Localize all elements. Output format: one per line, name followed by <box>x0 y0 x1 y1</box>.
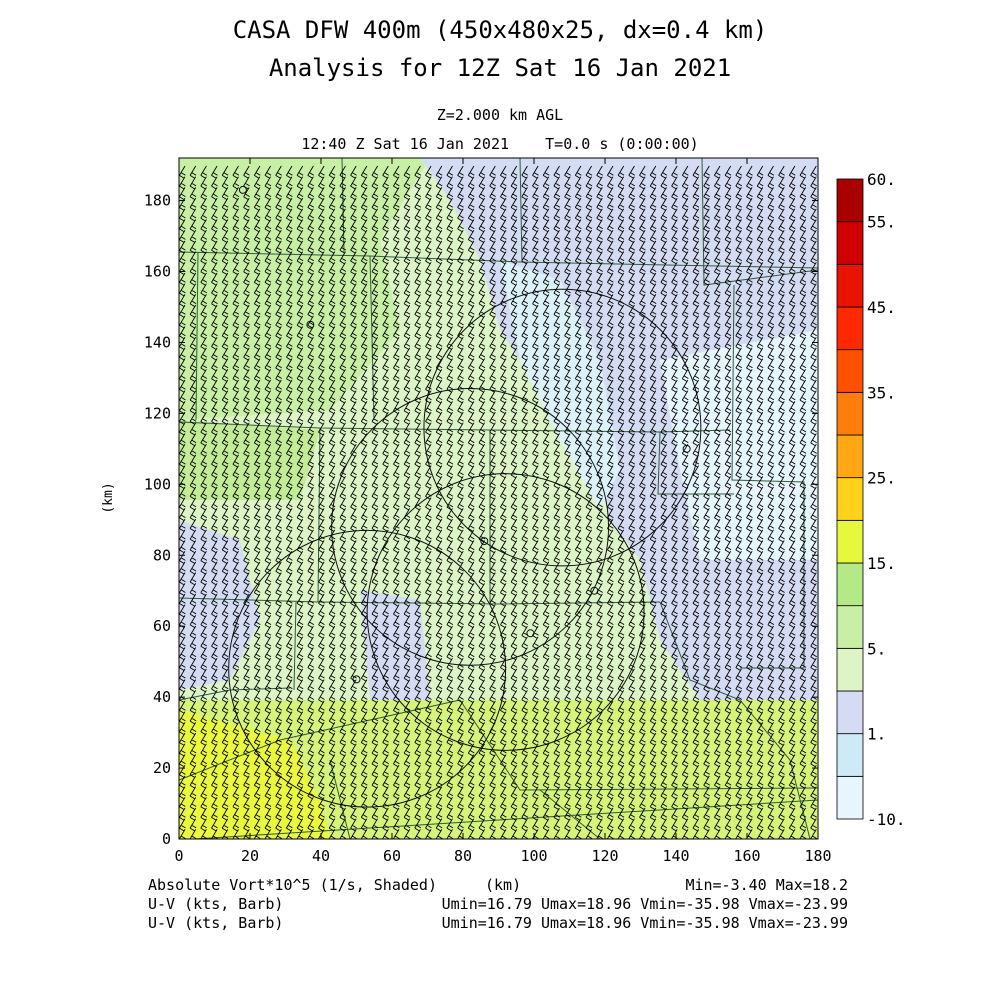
field-region-nw <box>179 420 320 500</box>
y-tick-label: 40 <box>153 688 171 706</box>
barb-label-1: U-V (kts, Barb) <box>148 895 283 913</box>
colorbar-label: 55. <box>867 213 896 232</box>
y-tick-label: 160 <box>144 263 171 281</box>
x-tick-label: 60 <box>383 847 401 865</box>
colorbar-swatch <box>836 519 864 564</box>
y-tick-label: 20 <box>153 759 171 777</box>
y-tick-label: 60 <box>153 617 171 635</box>
colorbar-label: 15. <box>867 554 896 573</box>
colorbar-label: 60. <box>867 170 896 189</box>
colorbar-label: 45. <box>867 298 896 317</box>
colorbar-swatch <box>836 562 864 607</box>
x-tick-label: 140 <box>662 847 689 865</box>
colorbar-swatch <box>836 263 864 308</box>
colorbar-label: 1. <box>867 725 886 744</box>
x-axis-unit: (km) <box>485 876 521 894</box>
x-tick-label: 180 <box>804 847 831 865</box>
title-line-2: Analysis for 12Z Sat 16 Jan 2021 <box>268 54 732 82</box>
colorbar-label: 5. <box>867 639 886 658</box>
y-tick-label: 120 <box>144 404 171 422</box>
axis-tick-labels: 0 20 40 60 80 100 120 140 160 180 0 20 40 60 80 100 120 1… <box>144 192 832 865</box>
colorbar <box>836 178 864 820</box>
barb-label-2: U-V (kts, Barb) <box>148 914 283 932</box>
x-tick-label: 80 <box>454 847 472 865</box>
colorbar-swatch <box>836 391 864 436</box>
colorbar-label: 35. <box>867 383 896 402</box>
x-tick-label: 100 <box>520 847 547 865</box>
colorbar-swatch <box>836 349 864 393</box>
axis-ticks <box>178 158 819 840</box>
colorbar-swatch <box>836 178 864 223</box>
wind-barb-field <box>179 165 817 839</box>
range-ring <box>423 288 702 567</box>
colorbar-swatch <box>836 221 864 265</box>
wind-barbs <box>179 165 817 839</box>
y-axis-label: (km) <box>101 482 116 513</box>
colorbar-swatch <box>836 690 864 735</box>
radar-site <box>480 537 489 546</box>
uv-stats-1: Umin=16.79 Umax=18.96 Vmin=-35.98 Vmax=-… <box>442 895 848 913</box>
colorbar-labels: -10. 1. 5. 15. 25. 35. 45. 55. 60. <box>867 170 906 829</box>
colorbar-label: 25. <box>867 469 896 488</box>
x-tick-label: 20 <box>241 847 259 865</box>
radar-site <box>238 185 247 194</box>
plot-frame <box>178 157 819 840</box>
colorbar-swatch <box>836 733 864 777</box>
field-label: Absolute Vort*10^5 (1/s, Shaded) <box>148 876 437 894</box>
colorbar-swatch <box>836 647 864 692</box>
y-tick-label: 80 <box>153 546 171 564</box>
colorbar-swatch <box>836 306 864 351</box>
field-region-west-blue <box>179 520 260 690</box>
colorbar-swatch <box>836 775 864 820</box>
colorbar-swatch <box>836 434 864 479</box>
y-tick-label: 140 <box>144 333 171 351</box>
subtitle-level: Z=2.000 km AGL <box>436 106 564 124</box>
y-tick-label: 180 <box>144 192 171 210</box>
title-line-1: CASA DFW 400m (450x480x25, dx=0.4 km) <box>232 16 768 44</box>
colorbar-swatch <box>836 605 864 649</box>
range-ring <box>366 473 645 751</box>
colorbar-label: -10. <box>867 810 906 829</box>
y-tick-label: 0 <box>162 830 171 848</box>
uv-stats-2: Umin=16.79 Umax=18.96 Vmin=-35.98 Vmax=-… <box>442 914 848 932</box>
y-tick-label: 100 <box>144 475 171 493</box>
min-max-readout: Min=-3.40 Max=18.2 <box>685 876 848 894</box>
x-tick-label: 160 <box>733 847 760 865</box>
x-tick-label: 0 <box>174 847 183 865</box>
x-tick-label: 120 <box>591 847 618 865</box>
field-region-center-blue <box>360 590 430 700</box>
vorticity-field <box>179 158 818 839</box>
x-tick-label: 40 <box>312 847 330 865</box>
colorbar-swatch <box>836 477 864 521</box>
subtitle-time: 12:40 Z Sat 16 Jan 2021 T=0.0 s (0:00:00… <box>301 135 699 153</box>
